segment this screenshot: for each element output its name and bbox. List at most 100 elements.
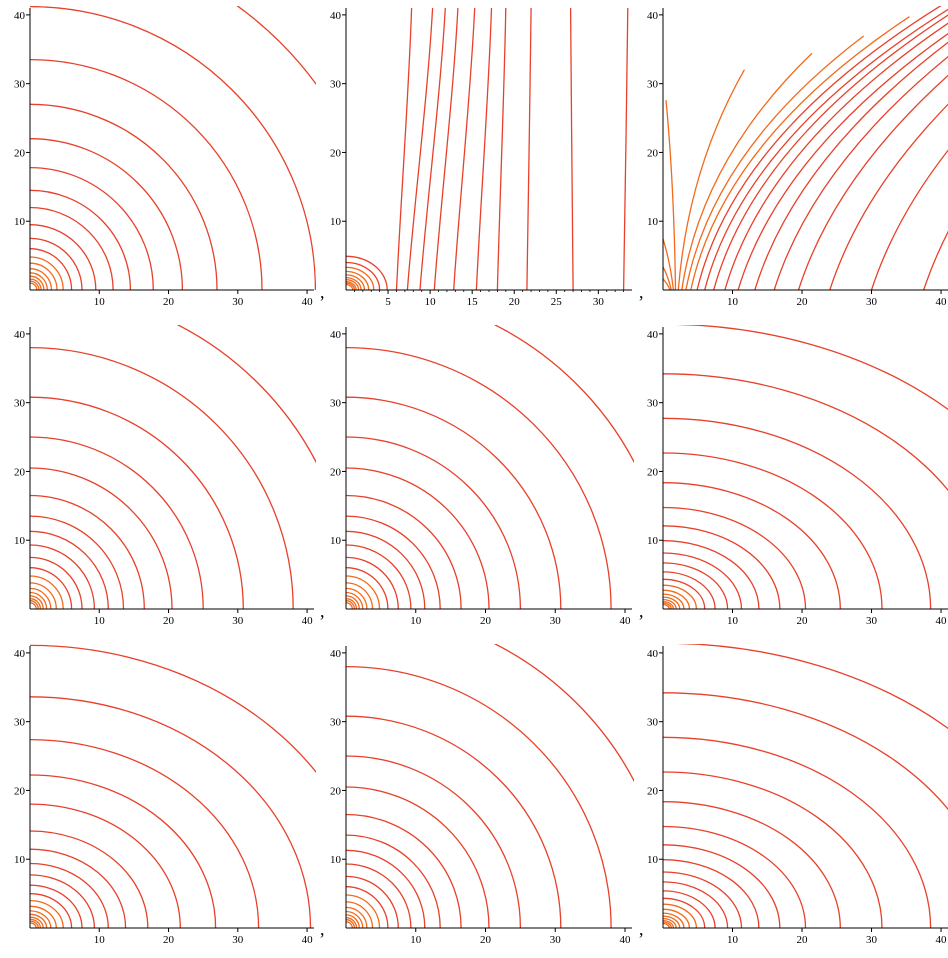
contour-line <box>30 467 173 609</box>
contour-line <box>30 256 64 290</box>
contour-line <box>737 32 948 290</box>
contour-line <box>346 582 374 609</box>
contour-line <box>419 7 446 290</box>
contour-panel-2: 5 10 15 20 25 30 10 20 30 40 <box>330 7 632 308</box>
contour-line <box>663 578 706 609</box>
contour-line <box>663 571 716 609</box>
contour-line <box>663 589 691 609</box>
contour-line <box>663 859 760 928</box>
contour-line <box>30 556 83 609</box>
contour-line <box>663 525 781 609</box>
contour-panel-9: 10 20 30 40 10 20 30 40 <box>647 644 948 946</box>
y-tick-label: 20 <box>647 466 659 478</box>
contour-panel-4: 10 20 30 40 10 20 30 40 <box>14 325 316 627</box>
contour-line <box>685 35 865 290</box>
contour-line <box>30 275 45 290</box>
contour-line <box>30 862 109 928</box>
contour-line <box>663 540 760 609</box>
contour-line <box>30 644 316 774</box>
contour-line <box>677 69 745 290</box>
contour-line <box>346 863 412 928</box>
contour-line <box>30 224 97 290</box>
x-tick-label: 40 <box>936 934 948 946</box>
contour-line <box>346 755 522 928</box>
contour-line <box>346 849 426 928</box>
contour-line <box>30 830 149 928</box>
contour-line <box>870 149 948 290</box>
x-tick-label: 40 <box>302 296 314 308</box>
contour-line <box>346 591 364 609</box>
x-tick-label: 30 <box>232 934 244 946</box>
contour-line <box>346 914 360 928</box>
contour-line <box>346 886 389 928</box>
contour-line <box>346 556 399 609</box>
contour-line <box>829 103 948 290</box>
y-tick-label: 30 <box>330 79 342 91</box>
contour-line <box>30 248 73 290</box>
contour-line <box>346 875 399 928</box>
contour-line <box>346 261 381 290</box>
contour-line <box>673 325 948 411</box>
x-tick-label: 20 <box>797 934 809 946</box>
contour-line <box>346 396 562 609</box>
y-tick-label: 20 <box>14 785 26 797</box>
contour-line <box>346 494 462 609</box>
contour-line <box>663 890 716 928</box>
contour-line <box>663 265 672 290</box>
y-tick-label: 10 <box>647 854 659 866</box>
contour-line <box>346 467 490 609</box>
contour-line <box>663 912 685 928</box>
y-tick-label: 30 <box>647 398 659 410</box>
y-tick-label: 40 <box>330 648 342 660</box>
contour-line <box>346 276 362 290</box>
contour-line <box>704 8 948 290</box>
contour-line <box>30 396 244 609</box>
contour-line <box>663 482 841 609</box>
contour-line <box>395 7 413 290</box>
contour-line <box>663 277 671 290</box>
panel-separator-comma: , <box>320 282 325 302</box>
x-tick-label: 20 <box>163 615 175 627</box>
contour-line <box>346 282 356 290</box>
contour-line <box>30 567 73 609</box>
contour-line <box>346 600 356 609</box>
x-tick-label: 20 <box>480 615 492 627</box>
contour-line <box>30 595 44 609</box>
contour-line <box>663 903 698 928</box>
y-tick-label: 10 <box>330 854 342 866</box>
contour-panel-3: 10 20 30 40 10 20 30 40 <box>647 6 948 308</box>
x-tick-label: 40 <box>302 615 314 627</box>
contour-line <box>622 7 629 290</box>
x-tick-label: 10 <box>727 615 739 627</box>
x-tick-label: 30 <box>550 934 562 946</box>
contour-line <box>30 280 40 290</box>
contour-line <box>30 905 57 928</box>
contour-line <box>346 266 375 290</box>
contour-line <box>690 16 910 290</box>
contour-line <box>30 893 73 928</box>
contour-line <box>346 598 358 609</box>
contour-line <box>663 919 675 928</box>
y-tick-label: 20 <box>647 147 659 159</box>
contour-line <box>346 567 389 609</box>
panel-separator-comma: , <box>639 601 644 621</box>
y-tick-label: 10 <box>330 535 342 547</box>
contour-panel-1: 10 20 30 40 10 20 30 40 <box>14 6 316 308</box>
y-tick-label: 20 <box>330 466 342 478</box>
contour-line <box>663 908 691 928</box>
contour-line <box>754 41 948 290</box>
y-tick-label: 10 <box>14 216 26 228</box>
y-tick-label: 40 <box>330 10 342 22</box>
contour-line <box>663 593 685 609</box>
y-tick-label: 10 <box>330 216 342 228</box>
y-tick-label: 20 <box>647 785 659 797</box>
contour-line <box>30 103 218 290</box>
contour-line <box>346 530 426 609</box>
contour-line <box>30 884 83 928</box>
contour-panel-7: 10 20 30 40 10 20 30 40 <box>14 644 316 946</box>
x-tick-label: 30 <box>866 615 878 627</box>
contour-line <box>569 7 574 290</box>
contour-line <box>663 897 706 928</box>
x-tick-label: 20 <box>797 296 809 308</box>
panel-separator-comma: , <box>639 282 644 302</box>
